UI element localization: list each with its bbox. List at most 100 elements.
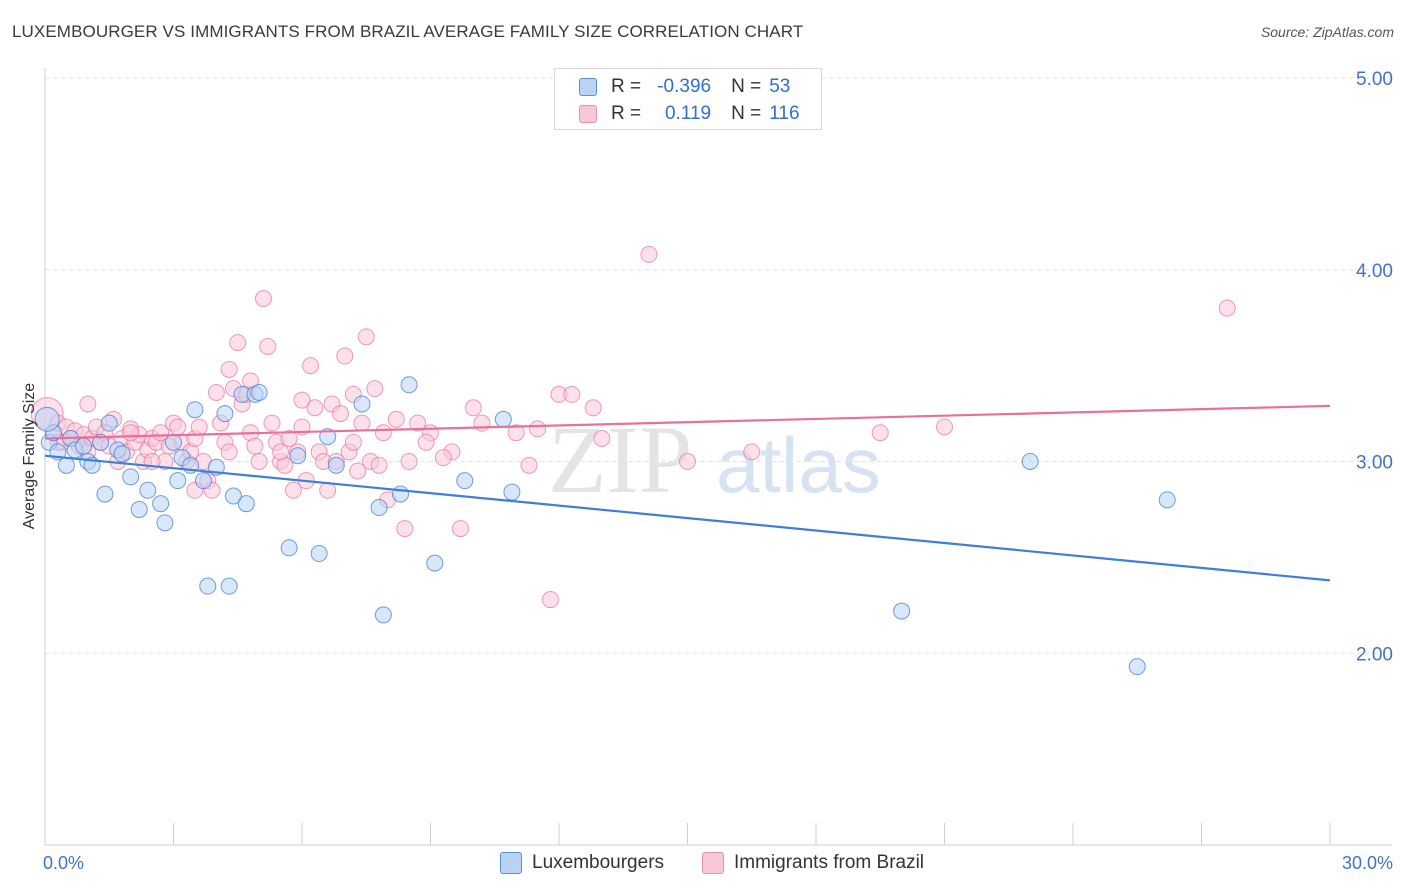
y-tick-label: 5.00 [1356,69,1393,90]
point-luxembourger [139,481,157,499]
point-brazil [220,443,238,461]
point-brazil [332,405,350,423]
point-luxembourger [250,383,268,401]
watermark-atlas: atlas [716,421,881,509]
y-axis-label: Average Family Size [21,383,38,530]
series-legend: Luxembourgers Immigrants from Brazil [0,852,1406,878]
point-brazil [344,433,362,451]
legend-label-luxembourgers: Luxembourgers [532,852,665,873]
legend-row-luxembourgers: R = -0.396 N = 53 [579,75,809,99]
point-brazil [254,290,272,308]
point-luxembourger [319,428,337,446]
point-luxembourger [169,472,187,490]
stats-legend: R = -0.396 N = 53 R = 0.119 N = 116 [554,68,822,130]
point-brazil [207,383,225,401]
legend-swatch-pink [702,852,724,874]
n-label: N = [731,103,762,124]
point-luxembourger [374,606,392,624]
legend-item-luxembourgers[interactable]: Luxembourgers [500,852,664,874]
point-luxembourger [392,485,410,503]
point-luxembourger [122,468,140,486]
point-brazil [563,385,581,403]
point-luxembourger [199,577,217,595]
point-luxembourger [165,433,182,451]
point-brazil [349,462,367,480]
point-brazil [370,456,388,474]
point-luxembourger [370,499,388,517]
point-luxembourger [893,602,911,620]
point-luxembourger [456,472,474,490]
point-luxembourger [130,500,148,518]
r-label: R = [611,76,642,97]
y-tick-label: 3.00 [1356,453,1393,474]
point-luxembourger [400,376,418,394]
point-luxembourger [156,514,174,532]
point-brazil [529,420,547,438]
point-luxembourger [96,485,114,503]
point-brazil [263,414,281,432]
point-brazil [871,424,889,442]
legend-label-brazil: Immigrants from Brazil [734,852,925,873]
point-brazil [464,399,482,417]
point-luxembourger [92,433,110,451]
n-value-luxembourgers: 53 [769,76,791,97]
point-luxembourger [310,545,328,563]
y-tick-label: 2.00 [1356,644,1393,665]
point-brazil [409,414,427,432]
point-luxembourger [1021,453,1039,470]
r-value-brazil: 0.119 [664,103,712,124]
point-brazil [541,591,559,609]
point-brazil [387,410,405,428]
point-brazil [302,357,320,375]
legend-item-brazil[interactable]: Immigrants from Brazil [702,852,924,874]
x-tick-label-start: 0.0% [43,853,84,873]
point-brazil [473,414,491,432]
legend-row-brazil: R = 0.119 N = 116 [579,102,809,126]
point-brazil [272,443,290,461]
point-brazil [520,456,538,474]
point-brazil [679,453,696,470]
point-brazil [122,424,140,442]
point-luxembourger [426,554,444,572]
point-luxembourger [353,395,371,413]
point-luxembourger [186,401,204,419]
point-brazil [280,429,298,447]
point-luxembourger [289,447,307,465]
point-brazil [507,424,525,442]
point-brazil [640,245,658,263]
point-brazil [417,433,435,451]
point-luxembourger [216,405,234,423]
point-luxembourger [327,456,345,474]
point-luxembourger [57,456,75,474]
r-label: R = [611,103,642,124]
point-brazil [584,399,602,417]
point-luxembourger [1158,491,1176,509]
point-luxembourger [237,495,255,513]
r-value-luxembourgers: -0.396 [657,76,712,97]
point-luxembourger [194,472,212,490]
point-brazil [593,429,611,447]
n-value-brazil: 116 [769,103,800,124]
point-brazil [353,414,371,432]
point-luxembourger [494,410,512,428]
point-brazil [451,520,469,538]
point-brazil [284,481,302,499]
point-brazil [1218,299,1236,317]
point-brazil [259,337,277,355]
point-brazil [79,395,97,413]
trend-line-brazil [44,404,1331,440]
point-brazil [220,360,238,378]
point-brazil [250,453,268,470]
point-luxembourger [503,483,521,501]
legend-swatch-pink [579,105,597,123]
point-brazil [400,453,418,470]
point-brazil [366,380,384,398]
n-label: N = [731,76,762,97]
x-tick-label-end: 30.0% [1342,853,1393,873]
point-brazil [434,449,452,467]
chart-title: LUXEMBOURGER VS IMMIGRANTS FROM BRAZIL A… [12,22,804,41]
point-luxembourger [34,406,60,432]
point-brazil [357,328,375,346]
point-brazil [246,437,264,455]
